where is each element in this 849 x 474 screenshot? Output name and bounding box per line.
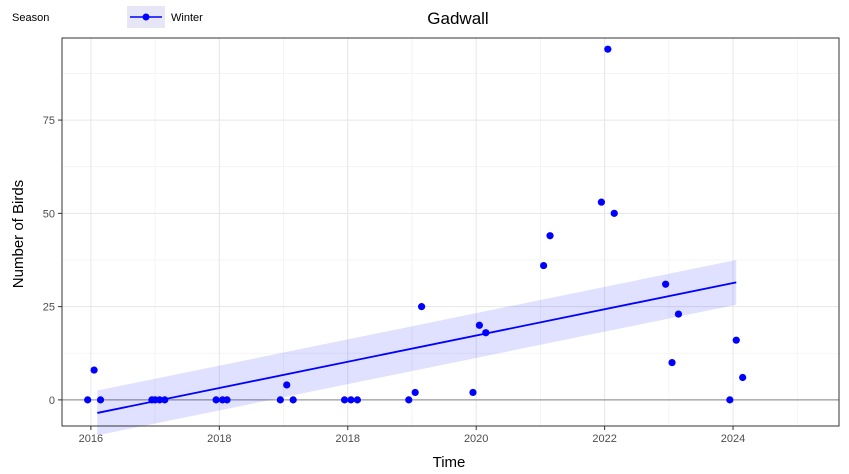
data-point xyxy=(482,329,490,337)
data-point xyxy=(276,396,284,404)
data-point xyxy=(662,280,670,288)
data-point xyxy=(597,198,606,206)
x-tick-label: 2020 xyxy=(464,433,488,445)
data-point xyxy=(340,396,349,404)
data-point xyxy=(223,396,231,404)
x-axis-ticks: 2016201820182020202220242026 xyxy=(79,426,745,445)
data-point xyxy=(540,261,548,270)
data-point xyxy=(161,396,169,404)
data-point xyxy=(283,381,291,389)
data-point xyxy=(475,321,483,329)
legend-label-winter: Winter xyxy=(171,12,203,24)
trend-line xyxy=(97,281,737,414)
x-tick-label: 2016 xyxy=(79,433,103,445)
plot-panel xyxy=(61,37,840,436)
panel-border xyxy=(61,37,840,427)
data-point xyxy=(212,396,220,404)
data-point xyxy=(469,388,477,397)
data-point xyxy=(90,366,98,374)
data-point xyxy=(156,396,164,404)
data-point xyxy=(289,396,297,404)
data-point xyxy=(604,45,612,53)
data-point xyxy=(418,303,426,311)
data-point xyxy=(668,358,676,367)
data-point xyxy=(84,396,92,404)
x-tick-label: 2018 xyxy=(336,433,360,445)
y-tick-label: 75 xyxy=(43,115,55,127)
y-tick-label: 50 xyxy=(43,208,55,220)
grid-minor xyxy=(62,38,839,426)
x-axis-title: Time xyxy=(433,454,466,471)
x-tick-label: 2024 xyxy=(721,433,745,445)
x-tick-label: 2018 xyxy=(207,433,231,445)
data-point xyxy=(347,396,355,404)
data-point xyxy=(732,336,740,344)
data-point xyxy=(411,388,419,397)
data-point xyxy=(610,209,618,217)
legend-key-point xyxy=(142,13,150,21)
legend: Season Winter xyxy=(12,6,203,28)
data-point xyxy=(726,396,734,404)
y-tick-label: 25 xyxy=(43,302,55,314)
chart-title: Gadwall xyxy=(427,9,488,28)
data-point xyxy=(353,396,361,404)
y-axis-title: Number of Birds xyxy=(10,180,27,288)
data-point xyxy=(739,373,747,382)
legend-title: Season xyxy=(12,12,49,24)
y-axis-ticks: 0 25 50 75 xyxy=(43,115,62,407)
x-tick-label: 2022 xyxy=(592,433,616,445)
data-point xyxy=(674,310,683,318)
data-point xyxy=(546,232,554,240)
data-point xyxy=(405,396,413,404)
y-tick-label: 0 xyxy=(49,395,55,407)
data-point xyxy=(96,396,105,404)
grid-major xyxy=(62,38,839,426)
data-points xyxy=(84,45,747,404)
